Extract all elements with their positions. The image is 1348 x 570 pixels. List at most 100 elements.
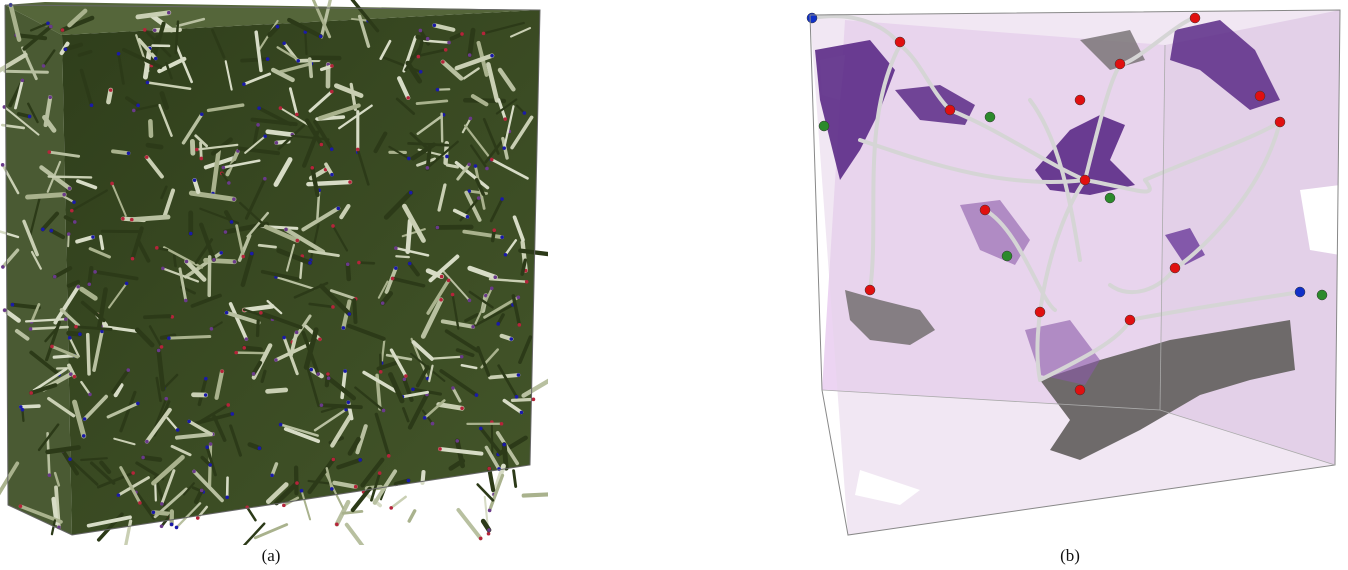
connection-tube (1143, 120, 1282, 182)
fiber-strand (407, 509, 417, 523)
fiber-endpoint (486, 531, 491, 536)
fiber-strand (135, 238, 151, 263)
fiber-endpoint (404, 374, 408, 378)
fiber-strand (309, 223, 320, 262)
fiber-endpoint (192, 469, 196, 474)
fiber-endpoint (69, 372, 73, 376)
fiber-strand (122, 47, 163, 69)
fiber-strand (345, 261, 352, 282)
fiber-strand (153, 476, 171, 520)
fiber-strand (428, 364, 434, 383)
fiber-endpoint (47, 150, 52, 154)
fiber-strand (512, 469, 518, 488)
fiber-strand (482, 21, 525, 35)
fiber-strand (42, 49, 56, 68)
fiber-endpoint (445, 154, 449, 159)
fiber-endpoint (330, 172, 334, 177)
fiber-strand (77, 49, 93, 57)
fiber-strand (16, 112, 32, 119)
fiber-strand (308, 302, 335, 309)
fiber-strand (341, 299, 352, 330)
fiber-strand (484, 130, 511, 164)
fiber-strand (222, 159, 261, 169)
fiber-strand (178, 267, 188, 302)
fiber-strand (187, 419, 213, 436)
fiber-endpoint (479, 426, 483, 431)
fiber-strand (88, 247, 111, 259)
panel-a-figure (0, 0, 548, 545)
fiber-strand (210, 148, 221, 196)
fiber-strand (304, 118, 324, 147)
fiber-endpoint (465, 215, 470, 219)
fiber-strand (111, 182, 127, 217)
fiber-strand (393, 478, 411, 487)
fiber-strand (510, 27, 532, 38)
connection-tube (868, 43, 902, 292)
fiber-endpoint (152, 28, 157, 33)
fiber-strand (192, 412, 235, 426)
fiber-strand (47, 150, 81, 158)
fiber-endpoint (116, 51, 121, 56)
fiber-endpoint (476, 196, 481, 200)
gray-region (845, 290, 935, 345)
fiber-strand (456, 507, 483, 541)
fiber-strand (425, 268, 445, 280)
fiber-endpoint (49, 24, 53, 29)
fiber-strand (44, 327, 58, 343)
fiber-endpoint (129, 217, 134, 222)
fiber-strand (22, 24, 53, 51)
fiber-strand (279, 423, 319, 437)
fiber-endpoint (402, 377, 407, 382)
fiber-strand (175, 17, 206, 28)
fiber-strand (420, 297, 444, 339)
fiber-endpoint (422, 416, 427, 420)
fiber-strand (384, 266, 398, 294)
fiber-strand (423, 399, 446, 420)
fiber-strand (108, 282, 128, 309)
fiber-endpoint (380, 301, 385, 305)
fiber-strand (167, 335, 212, 340)
fiber-endpoint (484, 293, 488, 298)
fiber-strand (388, 145, 410, 160)
fiber-endpoint (435, 87, 440, 92)
graph-node (984, 111, 996, 123)
fiber-strand (265, 129, 295, 138)
graph-node (1104, 192, 1116, 204)
fiber-strand (228, 302, 249, 341)
fiber-endpoint (524, 279, 529, 284)
fiber-endpoint (223, 230, 228, 234)
fiber-strand (495, 98, 518, 115)
fiber-strand (303, 327, 319, 370)
fiber-strand (460, 364, 478, 370)
fiber-endpoint (131, 471, 135, 475)
fiber-endpoint (242, 82, 246, 86)
volume-back-face (810, 10, 1340, 535)
fiber-strand (172, 254, 177, 268)
fiber-endpoint (136, 401, 140, 406)
fiber-strand (470, 94, 489, 107)
fiber-strand (307, 57, 314, 79)
fiber-strand (148, 118, 154, 139)
fiber-strand (224, 60, 233, 91)
fiber-strand (490, 158, 529, 180)
fiber-endpoint (126, 368, 131, 372)
fiber-endpoint (468, 116, 473, 121)
fiber-strand (190, 293, 222, 308)
fiber-endpoint (48, 95, 53, 100)
fiber-strand (144, 407, 172, 444)
fiber-strand (196, 505, 209, 520)
fiber-strand (274, 480, 300, 506)
fiber-strand (416, 113, 445, 136)
fiber-endpoint (500, 235, 504, 239)
fiber-endpoint (487, 528, 491, 532)
fiber-strand (425, 147, 432, 171)
graph-node (944, 104, 956, 116)
fiber-endpoint (503, 117, 508, 121)
fiber-strand (45, 445, 81, 455)
fiber-endpoint (72, 374, 77, 379)
fiber-endpoint (130, 256, 135, 261)
fiber-endpoint (381, 408, 386, 413)
fiber-endpoint (126, 151, 131, 156)
fiber-strand (223, 221, 270, 235)
fiber-endpoint (145, 439, 149, 444)
